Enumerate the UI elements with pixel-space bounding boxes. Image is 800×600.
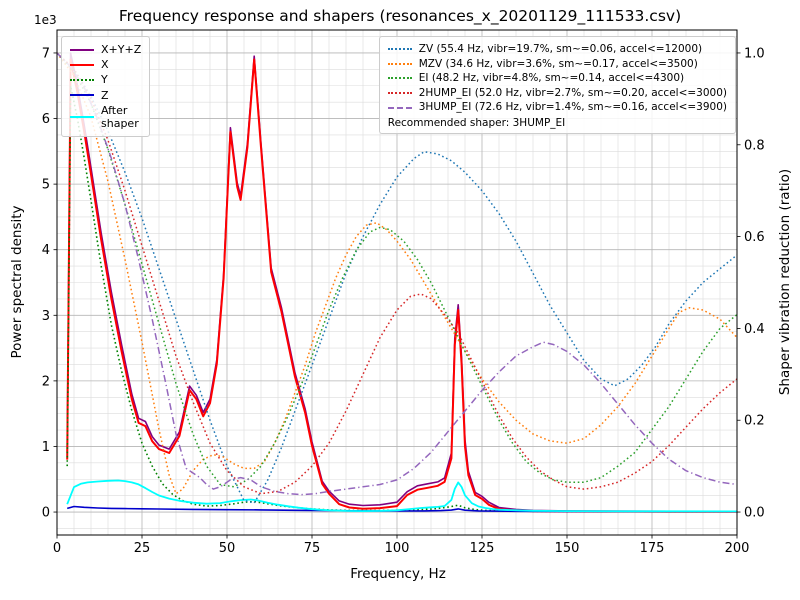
y-axis-offset-label: 1e3	[34, 13, 57, 27]
legend-item-z: Z	[70, 89, 141, 102]
legend-label-y: Y	[101, 73, 108, 87]
psd-legend: X+Y+Z X Y Z After shaper	[61, 36, 151, 138]
line-swatch-after-shaper	[70, 115, 94, 118]
axis-tick-labels: 0 25 50 75 100 125 150 175 200 0 1 2 3 4 5 6 7 0.0 0.2 0.4 0…	[42, 46, 765, 556]
legend-item-x: X	[70, 58, 141, 71]
svg-text:200: 200	[725, 541, 750, 556]
legend-label-3hump-ei: 3HUMP_EI (72.6 Hz, vibr=1.4%, sm~=0.16, …	[418, 101, 727, 114]
svg-text:100: 100	[385, 541, 410, 556]
legend-label-after-shaper: After shaper	[101, 103, 139, 130]
legend-label-zv: ZV (55.4 Hz, vibr=19.7%, sm~=0.06, accel…	[418, 43, 703, 55]
left-y-axis-label: Power spectral density	[9, 205, 25, 359]
x-axis-label: Frequency, Hz	[350, 566, 446, 582]
svg-text:1: 1	[42, 440, 50, 455]
svg-text:50: 50	[219, 541, 236, 556]
legend-label-xyz: X+Y+Z	[101, 43, 142, 56]
legend-label-x: X	[101, 58, 109, 72]
svg-text:3: 3	[42, 309, 50, 324]
svg-text:1.0: 1.0	[744, 46, 765, 61]
legend-item-mzv: MZV (34.6 Hz, vibr=3.6%, sm~=0.17, accel…	[387, 57, 727, 71]
svg-text:0: 0	[53, 541, 61, 556]
svg-text:4: 4	[42, 243, 50, 258]
line-swatch-z	[70, 94, 94, 97]
line-swatch-xyz	[70, 48, 94, 51]
axis-ticks	[53, 52, 741, 539]
legend-item-2hump-ei: 2HUMP_EI (52.0 Hz, vibr=2.7%, sm~=0.20, …	[387, 86, 727, 100]
legend-label-ei: EI (48.2 Hz, vibr=4.8%, sm~=0.14, accel<…	[418, 72, 685, 85]
line-swatch-zv	[387, 48, 412, 51]
line-swatch-ei	[387, 77, 412, 80]
svg-text:175: 175	[640, 541, 665, 556]
svg-text:2: 2	[42, 374, 50, 389]
line-swatch-2hump-ei	[387, 92, 412, 95]
svg-text:0: 0	[42, 506, 50, 521]
legend-item-ei: EI (48.2 Hz, vibr=4.8%, sm~=0.14, accel<…	[387, 72, 727, 85]
line-swatch-3hump-ei	[387, 106, 412, 109]
chart-title: Frequency response and shapers (resonanc…	[118, 7, 682, 25]
legend-label-z: Z	[101, 88, 109, 102]
svg-text:75: 75	[304, 541, 321, 556]
legend-item-after-shaper: After shaper	[70, 104, 141, 130]
data-series	[56, 52, 738, 513]
svg-text:0.8: 0.8	[744, 138, 765, 153]
legend-item-y: Y	[70, 73, 141, 86]
svg-text:6: 6	[42, 112, 50, 127]
svg-text:7: 7	[42, 46, 50, 61]
legend-item-3hump-ei: 3HUMP_EI (72.6 Hz, vibr=1.4%, sm~=0.16, …	[387, 101, 727, 114]
svg-text:0.0: 0.0	[744, 506, 765, 521]
svg-text:0.4: 0.4	[744, 322, 765, 337]
svg-text:25: 25	[134, 541, 151, 556]
right-y-axis-label: Shaper vibration reduction (ratio)	[777, 168, 793, 396]
line-swatch-mzv	[387, 62, 412, 65]
line-swatch-x	[70, 63, 94, 66]
legend-item-xyz: X+Y+Z	[70, 43, 141, 56]
svg-text:125: 125	[470, 541, 495, 556]
recommended-shaper-text: Recommended shaper: 3HUMP_EI	[387, 116, 566, 129]
svg-text:5: 5	[42, 178, 50, 193]
shaper-legend: ZV (55.4 Hz, vibr=19.7%, sm~=0.06, accel…	[378, 36, 736, 134]
legend-label-2hump-ei: 2HUMP_EI (52.0 Hz, vibr=2.7%, sm~=0.20, …	[418, 86, 727, 99]
svg-text:0.6: 0.6	[744, 230, 765, 245]
svg-text:0.2: 0.2	[744, 414, 765, 429]
svg-text:150: 150	[555, 541, 580, 556]
line-swatch-y	[70, 78, 94, 81]
legend-item-zv: ZV (55.4 Hz, vibr=19.7%, sm~=0.06, accel…	[387, 43, 727, 56]
legend-label-mzv: MZV (34.6 Hz, vibr=3.6%, sm~=0.17, accel…	[418, 57, 698, 70]
